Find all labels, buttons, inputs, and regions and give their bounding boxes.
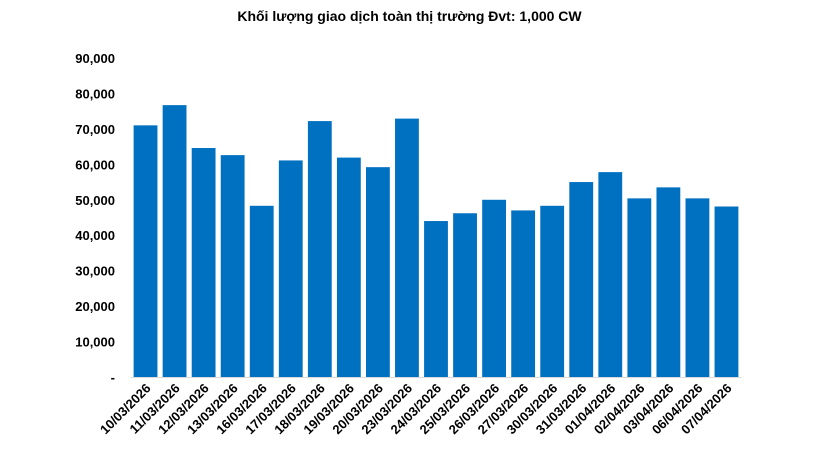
bar: [365, 167, 390, 377]
bar: [627, 198, 652, 377]
y-tick-label: 70,000: [75, 122, 115, 137]
bar: [424, 221, 448, 377]
y-tick-label: 10,000: [75, 335, 115, 350]
bar: [656, 187, 681, 377]
bar: [191, 148, 216, 377]
y-tick-label: 90,000: [75, 51, 115, 66]
bar: [685, 198, 710, 377]
bar: [220, 155, 245, 377]
y-tick-label: 60,000: [75, 157, 115, 172]
bar: [511, 210, 536, 377]
chart-title: Khối lượng giao dịch toàn thị trường Đvt…: [237, 8, 582, 24]
bar: [482, 199, 507, 377]
bar: [162, 105, 187, 377]
y-tick-label: 30,000: [75, 264, 115, 279]
bar: [278, 160, 303, 377]
bar: [249, 205, 274, 377]
y-tick-label: 40,000: [75, 228, 115, 243]
y-tick-label: 80,000: [75, 86, 115, 101]
bar: [133, 125, 158, 377]
bar: [540, 205, 565, 377]
y-tick-label: -: [111, 370, 115, 385]
bar: [714, 206, 739, 377]
y-tick-label: 20,000: [75, 299, 115, 314]
bar: [453, 213, 477, 377]
bar: [598, 172, 623, 377]
bar: [569, 182, 594, 377]
bar: [395, 118, 419, 378]
bar: [336, 157, 361, 377]
y-tick-label: 50,000: [75, 193, 115, 208]
bar: [307, 121, 332, 377]
